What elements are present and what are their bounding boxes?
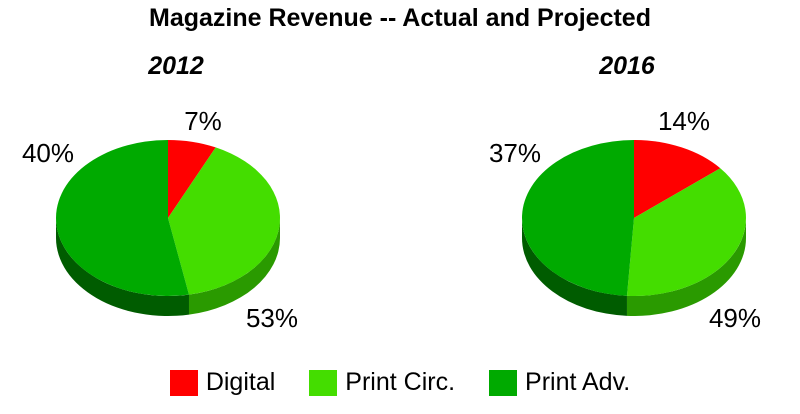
pie-2012-label-print-adv: 53% xyxy=(246,303,298,333)
pie-2016-label-print-circ: 37% xyxy=(489,138,541,168)
pie-2012-slice-print-circ xyxy=(168,147,281,295)
legend-label-digital: Digital xyxy=(205,368,276,396)
legend: Digital Print Circ. Print Adv. xyxy=(0,368,800,397)
pie-2016-slice-print-adv xyxy=(521,140,634,296)
pie-2016-side-print-circ xyxy=(626,218,746,317)
pie-2012-slice-digital xyxy=(168,140,216,218)
pie-2012-label-digital: 7% xyxy=(184,106,222,136)
pie-title-2016: 2016 xyxy=(599,52,655,80)
pie-2012-label-print-circ: 40% xyxy=(22,138,74,168)
pie-2016-label-digital: 14% xyxy=(658,106,710,136)
legend-swatch-print-circ xyxy=(309,369,338,396)
pie-2012-side-print-circ xyxy=(188,218,280,315)
pie-2016-label-print-adv: 49% xyxy=(709,303,761,333)
pie-2012-side-print-adv xyxy=(56,218,189,316)
pie-2016-slice-digital xyxy=(634,140,721,218)
chart-title: Magazine Revenue -- Actual and Projected xyxy=(149,4,651,32)
legend-item-print-circ: Print Circ. xyxy=(309,368,455,397)
legend-label-print-circ: Print Circ. xyxy=(345,368,456,396)
pie-title-2012: 2012 xyxy=(148,52,204,80)
legend-label-print-adv: Print Adv. xyxy=(525,368,631,396)
pie-2012-slice-print-adv xyxy=(56,140,189,296)
legend-item-digital: Digital xyxy=(169,368,276,397)
pie-2016-slice-print-circ xyxy=(626,168,746,297)
legend-swatch-digital xyxy=(169,369,198,396)
pie-2016-side-print-adv xyxy=(522,218,627,316)
legend-item-print-adv: Print Adv. xyxy=(489,368,630,397)
legend-swatch-print-adv xyxy=(489,369,518,396)
